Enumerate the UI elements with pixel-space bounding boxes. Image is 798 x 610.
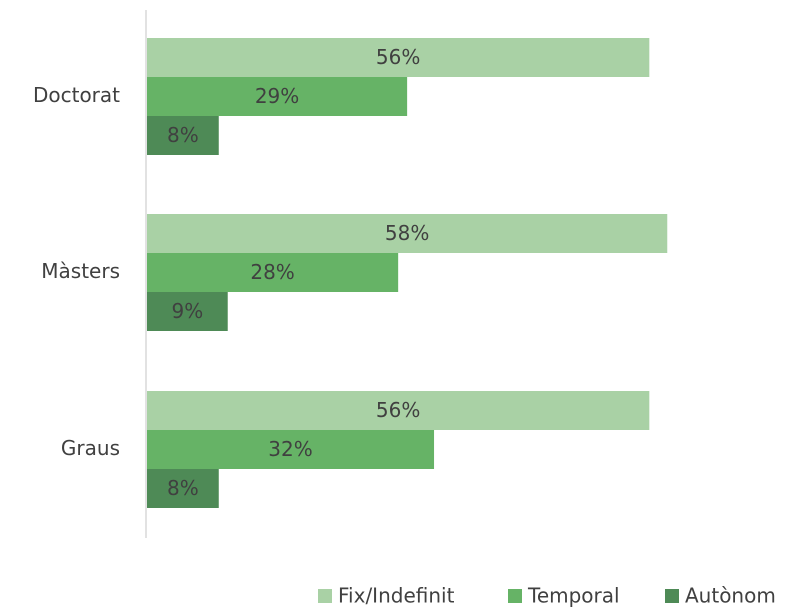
category-label-graus: Graus (61, 436, 120, 460)
data-label-masters-temporal: 28% (250, 260, 294, 284)
legend-label-fix-indefinit: Fix/Indefinit (338, 584, 455, 608)
legend-label-autonom: Autònom (685, 584, 776, 608)
legend-label-temporal: Temporal (527, 584, 620, 608)
data-label-graus-autonom: 8% (167, 476, 199, 500)
data-label-graus-fix-indefinit: 56% (376, 398, 420, 422)
data-label-doctorat-fix-indefinit: 56% (376, 45, 420, 69)
data-label-graus-temporal: 32% (268, 437, 312, 461)
data-label-doctorat-temporal: 29% (255, 84, 299, 108)
legend: Fix/Indefinit Temporal Autònom (318, 584, 776, 608)
data-label-masters-fix-indefinit: 58% (385, 221, 429, 245)
legend-swatch-fix-indefinit (318, 589, 332, 603)
data-label-masters-autonom: 9% (171, 299, 203, 323)
legend-swatch-temporal (508, 589, 522, 603)
category-label-doctorat: Doctorat (33, 83, 120, 107)
category-label-masters: Màsters (41, 259, 120, 283)
legend-swatch-autonom (665, 589, 679, 603)
data-label-doctorat-autonom: 8% (167, 123, 199, 147)
